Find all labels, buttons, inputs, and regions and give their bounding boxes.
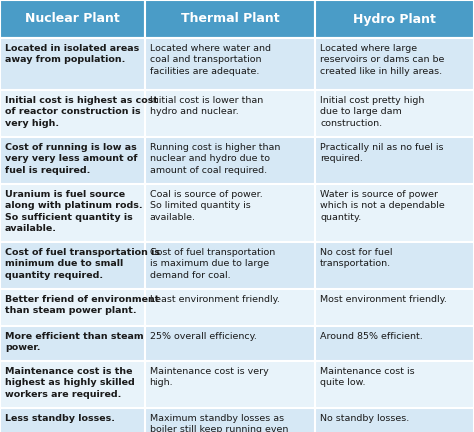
Text: Running cost is higher than
nuclear and hydro due to
amount of coal required.: Running cost is higher than nuclear and … bbox=[150, 143, 280, 175]
Bar bbox=[0, 289, 145, 326]
Text: Maintenance cost is very
high.: Maintenance cost is very high. bbox=[150, 367, 268, 388]
Text: Initial cost is lower than
hydro and nuclear.: Initial cost is lower than hydro and nuc… bbox=[150, 96, 263, 117]
Bar bbox=[315, 0, 474, 38]
Text: Uranium is fuel source
along with platinum rods.
So sufficient quantity is
avail: Uranium is fuel source along with platin… bbox=[5, 190, 143, 233]
Text: Around 85% efficient.: Around 85% efficient. bbox=[320, 332, 423, 341]
Bar bbox=[0, 326, 145, 361]
Text: Coal is source of power.
So limited quantity is
available.: Coal is source of power. So limited quan… bbox=[150, 190, 262, 222]
Text: Maximum standby losses as
boiler still keep running even
though turbine is not.: Maximum standby losses as boiler still k… bbox=[150, 414, 288, 432]
Text: Hydro Plant: Hydro Plant bbox=[353, 13, 436, 25]
Bar bbox=[315, 361, 474, 408]
Bar bbox=[145, 137, 315, 184]
Bar bbox=[315, 90, 474, 137]
Bar bbox=[145, 38, 315, 90]
Bar bbox=[145, 289, 315, 326]
Text: 25% overall efficiency.: 25% overall efficiency. bbox=[150, 332, 256, 341]
Text: Least environment friendly.: Least environment friendly. bbox=[150, 295, 280, 304]
Text: Most environment friendly.: Most environment friendly. bbox=[320, 295, 447, 304]
Bar bbox=[315, 184, 474, 242]
Bar bbox=[0, 137, 145, 184]
Bar bbox=[145, 361, 315, 408]
Text: Initial cost is highest as cost
of reactor construction is
very high.: Initial cost is highest as cost of react… bbox=[5, 96, 158, 128]
Text: Thermal Plant: Thermal Plant bbox=[181, 13, 279, 25]
Bar bbox=[0, 184, 145, 242]
Bar bbox=[145, 0, 315, 38]
Text: Nuclear Plant: Nuclear Plant bbox=[25, 13, 119, 25]
Text: Less standby losses.: Less standby losses. bbox=[5, 414, 115, 423]
Bar bbox=[145, 184, 315, 242]
Text: Initial cost pretty high
due to large dam
construction.: Initial cost pretty high due to large da… bbox=[320, 96, 425, 128]
Bar bbox=[0, 0, 145, 38]
Text: Located in isolated areas
away from population.: Located in isolated areas away from popu… bbox=[5, 44, 139, 64]
Text: Cost of running is low as
very very less amount of
fuel is required.: Cost of running is low as very very less… bbox=[5, 143, 137, 175]
Text: No cost for fuel
transportation.: No cost for fuel transportation. bbox=[320, 248, 393, 268]
Bar bbox=[315, 326, 474, 361]
Bar bbox=[315, 38, 474, 90]
Text: Cost of fuel transportation is
minimum due to small
quantity required.: Cost of fuel transportation is minimum d… bbox=[5, 248, 160, 280]
Text: Maintenance cost is the
highest as highly skilled
workers are required.: Maintenance cost is the highest as highl… bbox=[5, 367, 135, 399]
Text: Located where water and
coal and transportation
facilities are adequate.: Located where water and coal and transpo… bbox=[150, 44, 271, 76]
Bar bbox=[145, 90, 315, 137]
Text: Located where large
reservoirs or dams can be
created like in hilly areas.: Located where large reservoirs or dams c… bbox=[320, 44, 445, 76]
Text: Water is source of power
which is not a dependable
quantity.: Water is source of power which is not a … bbox=[320, 190, 445, 222]
Bar bbox=[315, 242, 474, 289]
Bar bbox=[145, 408, 315, 432]
Text: Practically nil as no fuel is
required.: Practically nil as no fuel is required. bbox=[320, 143, 444, 163]
Text: No standby losses.: No standby losses. bbox=[320, 414, 410, 423]
Text: Better friend of environment
than steam power plant.: Better friend of environment than steam … bbox=[5, 295, 159, 315]
Bar bbox=[0, 361, 145, 408]
Bar bbox=[0, 242, 145, 289]
Bar bbox=[315, 289, 474, 326]
Text: Maintenance cost is
quite low.: Maintenance cost is quite low. bbox=[320, 367, 415, 388]
Bar bbox=[0, 408, 145, 432]
Bar bbox=[315, 408, 474, 432]
Bar bbox=[0, 90, 145, 137]
Bar bbox=[0, 38, 145, 90]
Text: More efficient than steam
power.: More efficient than steam power. bbox=[5, 332, 144, 353]
Bar bbox=[145, 326, 315, 361]
Bar bbox=[315, 137, 474, 184]
Text: Cost of fuel transportation
is maximum due to large
demand for coal.: Cost of fuel transportation is maximum d… bbox=[150, 248, 275, 280]
Bar bbox=[145, 242, 315, 289]
